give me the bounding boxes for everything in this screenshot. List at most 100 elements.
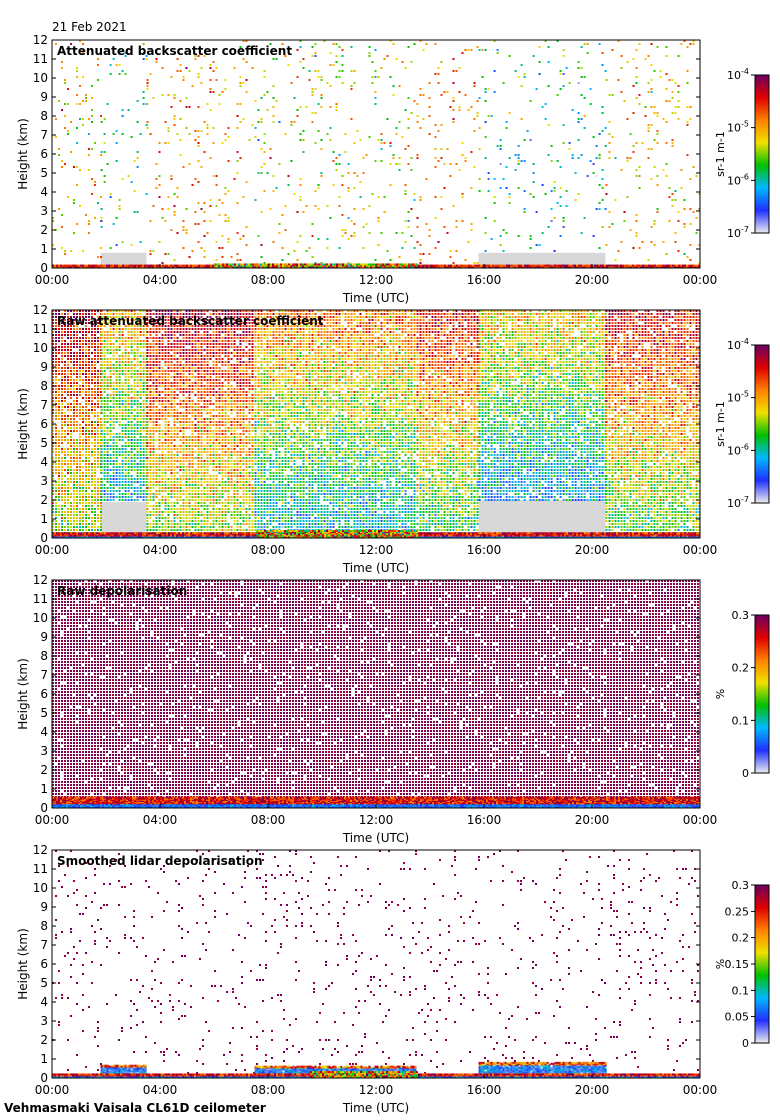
y-tick-label: 4 bbox=[40, 455, 48, 469]
y-tick-label: 9 bbox=[40, 900, 48, 914]
plot-area bbox=[52, 850, 700, 1078]
y-tick-label: 2 bbox=[40, 763, 48, 777]
colorbar-tick-label: 10-5 bbox=[727, 390, 749, 405]
y-tick-label: 4 bbox=[40, 185, 48, 199]
y-tick-label: 12 bbox=[33, 303, 48, 317]
colorbar-tick-label: 10-7 bbox=[727, 225, 749, 240]
y-tick-label: 1 bbox=[40, 782, 48, 796]
y-tick-label: 5 bbox=[40, 436, 48, 450]
x-tick-label: 00:00 bbox=[35, 1083, 70, 1097]
y-axis-label: Height (km) bbox=[16, 388, 30, 459]
x-tick-label: 04:00 bbox=[143, 273, 178, 287]
x-tick-label: 20:00 bbox=[575, 1083, 610, 1097]
instrument-label: Vehmasmaki Vaisala CL61D ceilometer bbox=[4, 1101, 266, 1115]
colorbar-label: % bbox=[714, 959, 727, 969]
y-tick-label: 3 bbox=[40, 744, 48, 758]
colorbar-tick-label: 0.2 bbox=[732, 932, 750, 945]
missing-data-region bbox=[100, 501, 147, 538]
y-tick-label: 11 bbox=[33, 592, 48, 606]
x-tick-label: 16:00 bbox=[467, 273, 502, 287]
colorbar-tick-label: 0 bbox=[742, 1037, 749, 1050]
date-label: 21 Feb 2021 bbox=[52, 20, 127, 34]
x-tick-label: 08:00 bbox=[251, 1083, 286, 1097]
x-tick-label: 04:00 bbox=[143, 1083, 178, 1097]
colorbar-tick-label: 0.1 bbox=[732, 984, 750, 997]
x-tick-label: 00:00 bbox=[683, 813, 718, 827]
y-tick-label: 1 bbox=[40, 1052, 48, 1066]
x-tick-label: 20:00 bbox=[575, 543, 610, 557]
missing-data-region bbox=[100, 252, 147, 268]
y-tick-label: 10 bbox=[33, 341, 48, 355]
heatmap-image bbox=[52, 580, 700, 808]
colorbar-tick-label: 0 bbox=[742, 767, 749, 780]
x-tick-label: 08:00 bbox=[251, 543, 286, 557]
x-axis-label: Time (UTC) bbox=[342, 561, 409, 575]
y-tick-label: 11 bbox=[33, 322, 48, 336]
y-tick-label: 8 bbox=[40, 109, 48, 123]
y-tick-label: 10 bbox=[33, 881, 48, 895]
colorbar-tick-label: 0.05 bbox=[725, 1011, 750, 1024]
x-tick-label: 00:00 bbox=[683, 1083, 718, 1097]
x-tick-label: 00:00 bbox=[35, 543, 70, 557]
x-tick-label: 12:00 bbox=[359, 813, 394, 827]
x-axis-label: Time (UTC) bbox=[342, 291, 409, 305]
y-tick-label: 0 bbox=[40, 801, 48, 815]
y-tick-label: 9 bbox=[40, 630, 48, 644]
x-tick-label: 16:00 bbox=[467, 1083, 502, 1097]
colorbar-tick-label: 0.3 bbox=[732, 879, 750, 892]
x-tick-label: 00:00 bbox=[35, 813, 70, 827]
colorbar-label: sr-1 m-1 bbox=[714, 131, 727, 177]
colorbar-label: % bbox=[714, 689, 727, 699]
y-tick-label: 3 bbox=[40, 1014, 48, 1028]
plot-area bbox=[52, 40, 700, 268]
y-tick-label: 12 bbox=[33, 843, 48, 857]
x-tick-label: 16:00 bbox=[467, 543, 502, 557]
colorbar-tick-label: 10-6 bbox=[727, 442, 749, 457]
colorbar bbox=[754, 884, 770, 1044]
y-tick-label: 9 bbox=[40, 90, 48, 104]
panel-title: Attenuated backscatter coefficient bbox=[57, 44, 292, 58]
y-tick-label: 9 bbox=[40, 360, 48, 374]
y-tick-label: 10 bbox=[33, 611, 48, 625]
y-axis-label: Height (km) bbox=[16, 118, 30, 189]
panel-1: Attenuated backscatter coefficient012345… bbox=[16, 33, 770, 305]
y-tick-label: 2 bbox=[40, 1033, 48, 1047]
y-tick-label: 8 bbox=[40, 649, 48, 663]
x-tick-label: 20:00 bbox=[575, 273, 610, 287]
y-tick-label: 2 bbox=[40, 223, 48, 237]
y-tick-label: 7 bbox=[40, 128, 48, 142]
x-tick-label: 04:00 bbox=[143, 813, 178, 827]
y-tick-label: 0 bbox=[40, 261, 48, 275]
x-tick-label: 12:00 bbox=[359, 1083, 394, 1097]
x-axis-label: Time (UTC) bbox=[342, 1101, 409, 1115]
x-tick-label: 16:00 bbox=[467, 813, 502, 827]
missing-data-region bbox=[478, 500, 606, 538]
y-tick-label: 1 bbox=[40, 512, 48, 526]
y-tick-label: 12 bbox=[33, 33, 48, 47]
y-tick-label: 6 bbox=[40, 147, 48, 161]
colorbar bbox=[754, 344, 770, 504]
y-tick-label: 2 bbox=[40, 493, 48, 507]
y-tick-label: 6 bbox=[40, 957, 48, 971]
colorbar-tick-label: 0.25 bbox=[725, 905, 750, 918]
y-tick-label: 3 bbox=[40, 474, 48, 488]
heatmap-image bbox=[52, 310, 700, 538]
colorbar-tick-label: 10-4 bbox=[727, 67, 749, 82]
colorbar bbox=[754, 74, 770, 234]
x-tick-label: 00:00 bbox=[683, 543, 718, 557]
x-tick-label: 08:00 bbox=[251, 813, 286, 827]
y-tick-label: 1 bbox=[40, 242, 48, 256]
missing-data-region bbox=[478, 252, 606, 268]
x-tick-label: 00:00 bbox=[35, 273, 70, 287]
panel-title: Raw depolarisation bbox=[57, 584, 187, 598]
x-tick-label: 04:00 bbox=[143, 543, 178, 557]
y-tick-label: 12 bbox=[33, 573, 48, 587]
y-tick-label: 7 bbox=[40, 398, 48, 412]
x-tick-label: 08:00 bbox=[251, 273, 286, 287]
colorbar-tick-label: 10-6 bbox=[727, 172, 749, 187]
colorbar-tick-label: 10-4 bbox=[727, 337, 749, 352]
y-tick-label: 8 bbox=[40, 379, 48, 393]
colorbar-tick-label: 10-5 bbox=[727, 120, 749, 135]
panel-title: Smoothed lidar depolarisation bbox=[57, 854, 263, 868]
